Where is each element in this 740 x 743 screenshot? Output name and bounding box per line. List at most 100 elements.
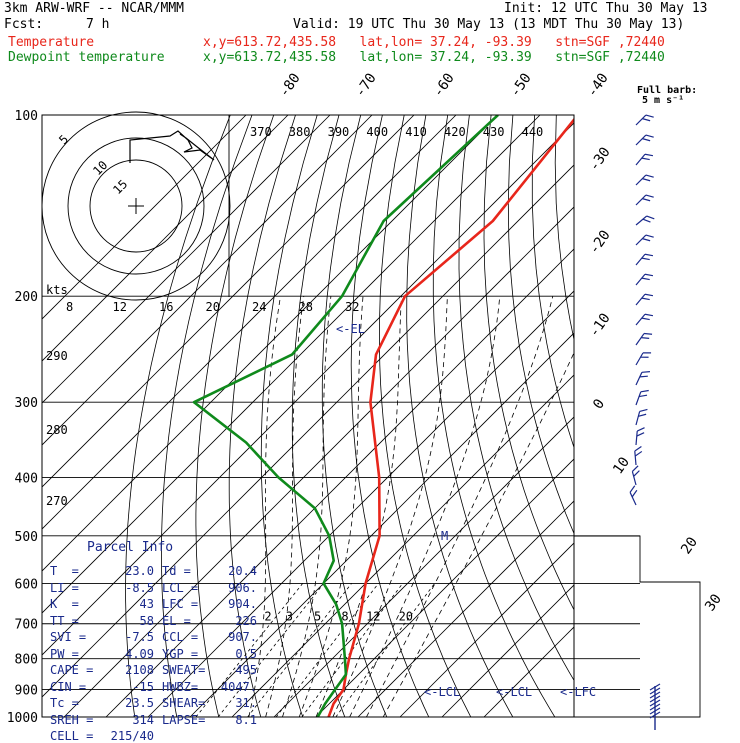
parcel-info-cell: TT = — [50, 614, 79, 628]
isotherm-label: 30 — [702, 591, 725, 614]
parcel-info-cell: 906. — [228, 581, 257, 595]
theta-label: 410 — [405, 125, 427, 139]
parcel-info-cell: 226 — [235, 614, 257, 628]
parcel-info-cell: SHEAR= — [162, 696, 205, 710]
theta-label: 440 — [522, 125, 544, 139]
parcel-info-cell: SREH = — [50, 713, 93, 727]
parcel-info-cell: 23.0 — [125, 564, 154, 578]
parcel-info-cell: -15 — [132, 680, 154, 694]
wind-barb — [631, 466, 640, 485]
parcel-info-cell: CAPE = — [50, 663, 93, 677]
theta-label: 420 — [444, 125, 466, 139]
wind-barb — [636, 172, 654, 185]
parcel-info-cell: LI = — [50, 581, 79, 595]
wind-barb — [636, 311, 653, 325]
mixing-ratio-label: 20 — [399, 610, 413, 624]
wind-barb — [636, 388, 649, 405]
theta-label: 430 — [483, 125, 505, 139]
mixing-ratio-label: 5 — [314, 610, 321, 624]
pressure-label: 500 — [15, 530, 38, 545]
wind-barb — [628, 486, 638, 505]
parcel-info-cell: 0.5 — [235, 647, 257, 661]
parcel-info-cell: 58 — [140, 614, 154, 628]
parcel-info-cell: 43 — [140, 597, 154, 611]
wind-barb — [636, 192, 654, 205]
parcel-info-cell: CIN = — [50, 680, 86, 694]
parcel-info-cell: EL = — [162, 614, 191, 628]
marker-el: <-EL — [336, 322, 365, 336]
parcel-info-cell: YGP = — [162, 647, 198, 661]
hodograph-kts-label: kts — [46, 283, 68, 297]
parcel-info-cell: T = — [50, 564, 79, 578]
isotherm-label: -70 — [352, 70, 380, 100]
parcel-info-cell: 2108 — [125, 663, 154, 677]
isotherm-label: -50 — [507, 70, 535, 100]
parcel-info-cell: 314 — [132, 713, 154, 727]
parcel-info-cell: SWEAT= — [162, 663, 205, 677]
hodograph-axis-label: 28 — [299, 300, 313, 314]
hodograph-axis-label: 20 — [206, 300, 220, 314]
wind-barb — [636, 349, 651, 365]
hodograph-side-label: 270 — [46, 494, 68, 508]
pressure-label: 400 — [15, 471, 38, 486]
isotherm-label: 10 — [610, 454, 633, 477]
marker-lfc: <-LFC — [560, 685, 596, 699]
wind-barb — [636, 151, 653, 165]
hodograph-side-label: 280 — [46, 423, 68, 437]
wind-barb — [636, 291, 653, 305]
isotherm-label: -80 — [276, 70, 304, 100]
dry-adiabat — [555, 115, 740, 717]
hodograph-axis-label: 24 — [252, 300, 266, 314]
parcel-info-cell: 495 — [235, 663, 257, 677]
dry-adiabat — [730, 115, 740, 717]
parcel-info-cell: 4047. — [221, 680, 257, 694]
plot-frame — [42, 115, 574, 717]
wind-barb — [636, 112, 654, 125]
parcel-info-cell: SVI = — [50, 630, 86, 644]
pressure-label: 800 — [15, 653, 38, 668]
wind-barbs — [628, 112, 660, 730]
parcel-info-cell: LCL = — [162, 581, 198, 595]
theta-label: 390 — [328, 125, 350, 139]
pressure-label: 100 — [15, 109, 38, 124]
mixing-ratio-label: 12 — [366, 610, 380, 624]
pressure-label: 300 — [15, 396, 38, 411]
parcel-info-cell: 23.5 — [125, 696, 154, 710]
parcel-info-cell: CCL = — [162, 630, 198, 644]
parcel-info-cell: HWBZ= — [162, 680, 198, 694]
dry-adiabat — [643, 115, 740, 717]
parcel-info-cell: 8.1 — [235, 713, 257, 727]
dry-adiabat — [709, 115, 740, 717]
wind-barb — [636, 232, 654, 245]
dry-adiabat — [687, 115, 740, 717]
isotherm-label: -30 — [586, 144, 614, 174]
theta-label: 380 — [289, 125, 311, 139]
pressure-label: 200 — [15, 290, 38, 305]
theta-label: 400 — [366, 125, 388, 139]
parcel-info-cell: 904. — [228, 597, 257, 611]
pressure-label: 1000 — [7, 711, 38, 726]
mixing-ratio-label: 8 — [341, 610, 348, 624]
theta-label: 370 — [250, 125, 272, 139]
marker-lcl-arrow: <-LCL — [496, 685, 532, 699]
isotherm-label: -60 — [430, 70, 458, 100]
parcel-info-cell: 20.4 — [228, 564, 257, 578]
wind-barb — [636, 271, 653, 285]
marker-lcl: <-LCL — [424, 685, 460, 699]
barb-legend-line2: 5 m s⁻¹ — [642, 96, 684, 106]
parcel-info-cell: LFC = — [162, 597, 198, 611]
parcel-info-cell: Tc = — [50, 696, 79, 710]
pressure-label: 900 — [15, 683, 38, 698]
parcel-info-cell: 215/40 — [111, 729, 154, 743]
mixing-ratio-label: 2 — [264, 610, 271, 624]
wind-barb — [636, 330, 652, 345]
wind-barb — [634, 446, 642, 465]
parcel-info-cell: -7.5 — [125, 630, 154, 644]
parcel-info-cell: Td = — [162, 564, 191, 578]
hodograph-axis-label: 32 — [345, 300, 359, 314]
wind-barb — [636, 251, 653, 265]
isotherm-label: 0 — [590, 396, 608, 412]
parcel-info-cell: PW = — [50, 647, 79, 661]
isotherm-label: -20 — [586, 227, 614, 257]
